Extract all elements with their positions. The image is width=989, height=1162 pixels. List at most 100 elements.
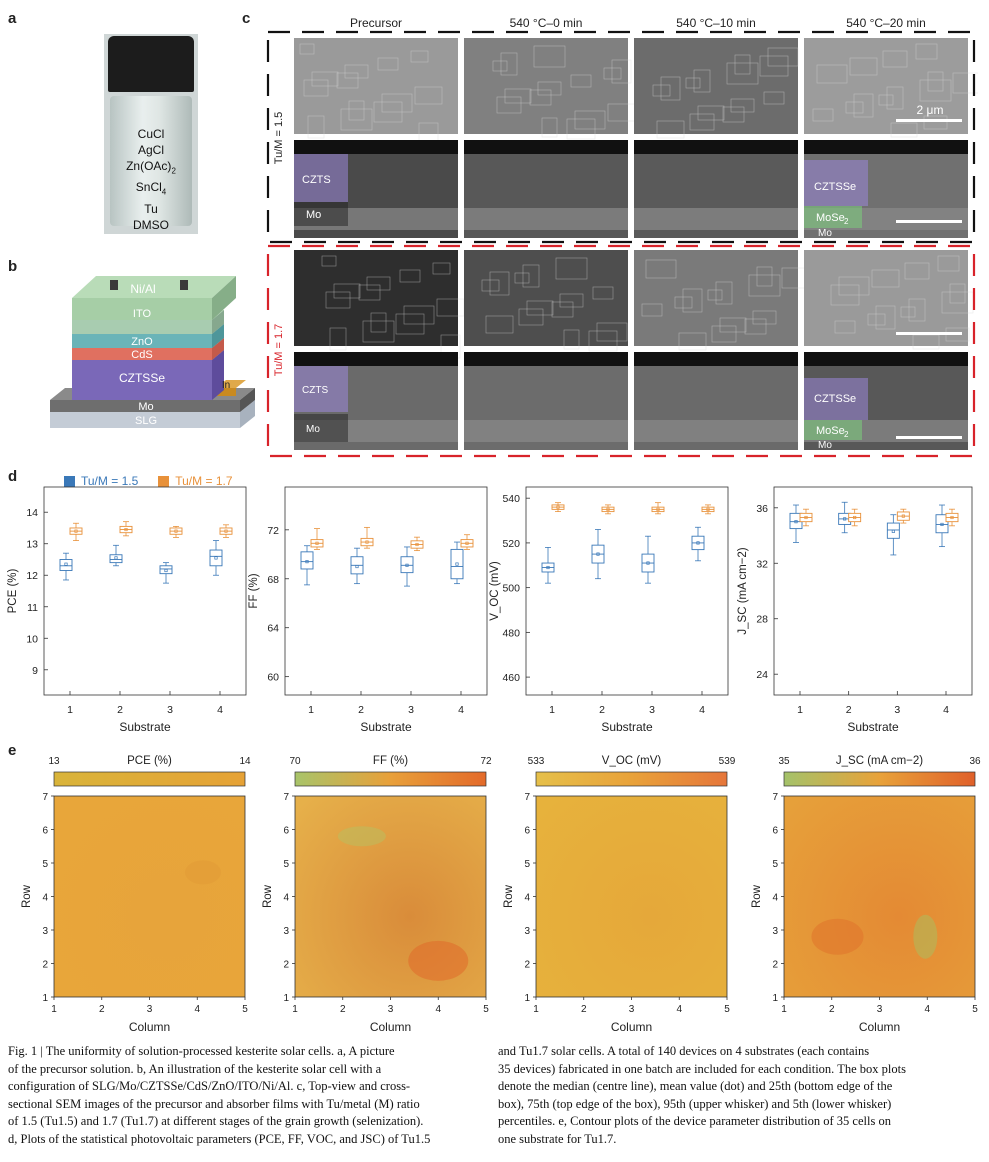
sem-grain bbox=[348, 100, 365, 121]
mo-label-3: Mo bbox=[306, 424, 320, 435]
x-tick-label: 1 bbox=[67, 704, 73, 716]
iqr-box bbox=[400, 556, 414, 574]
sem-image-background bbox=[464, 352, 628, 366]
sem-grain bbox=[541, 117, 558, 138]
precursor-item: AgCl bbox=[137, 143, 164, 157]
colorbar-max-label: 72 bbox=[480, 756, 492, 767]
mean-dot bbox=[794, 520, 798, 524]
sem-image bbox=[804, 38, 968, 134]
sem-grain bbox=[333, 283, 361, 299]
y-tick-label: 500 bbox=[502, 583, 520, 595]
layer-label-in: In bbox=[222, 380, 230, 391]
sem-grain bbox=[504, 88, 532, 104]
sem-image-background bbox=[804, 352, 968, 366]
panel-label-c: c bbox=[242, 10, 251, 27]
sem-column-header: 540 °C–10 min bbox=[676, 16, 756, 30]
y-tick-label: 1 bbox=[524, 993, 530, 1004]
layer-label-zno: ZnO bbox=[131, 336, 153, 348]
layer-ni-al bbox=[72, 298, 212, 320]
precursor-item: CuCl bbox=[137, 127, 165, 141]
mean-dot bbox=[546, 565, 550, 570]
sem-image-background bbox=[804, 140, 968, 154]
sem-image-background bbox=[464, 140, 628, 154]
panel-label-d: d bbox=[8, 468, 18, 485]
mean-dot bbox=[853, 515, 857, 520]
sem-grain bbox=[915, 43, 938, 60]
row-label-tu17: Tu/M = 1.7 bbox=[273, 324, 285, 376]
sem-column-header: 540 °C–20 min bbox=[846, 16, 926, 30]
sem-grain bbox=[849, 57, 878, 76]
caption-line: of the precursor solution. b, An illustr… bbox=[8, 1061, 382, 1076]
colorbar-title: V_OC (mV) bbox=[602, 755, 662, 767]
caption-line: configuration of SLG/Mo/CZTSSe/CdS/ZnO/I… bbox=[8, 1079, 411, 1093]
sem-grain bbox=[919, 79, 952, 102]
row-label-tu15: Tu/M = 1.5 bbox=[273, 112, 285, 164]
sem-grain bbox=[555, 257, 588, 280]
sem-grain bbox=[370, 312, 387, 333]
layer-cds bbox=[72, 348, 212, 360]
sem-grain bbox=[949, 283, 966, 304]
x-axis-label: Column bbox=[859, 1020, 900, 1034]
sem-substrate-band bbox=[634, 420, 798, 442]
sem-grain bbox=[711, 325, 737, 343]
sem-grain bbox=[689, 113, 715, 131]
sem-image-background bbox=[634, 352, 798, 366]
sem-grain bbox=[299, 43, 315, 55]
scale-bar bbox=[896, 119, 962, 122]
mean-dot bbox=[696, 541, 700, 545]
mean-dot bbox=[606, 507, 610, 511]
colorbar bbox=[53, 771, 246, 787]
caption-line: denote the median (centre line), mean va… bbox=[498, 1079, 893, 1093]
iqr-box bbox=[886, 522, 900, 539]
mean-dot bbox=[124, 527, 128, 532]
iqr-box bbox=[159, 565, 173, 575]
y-tick-label: 12 bbox=[26, 570, 38, 582]
y-axis-label: Row bbox=[21, 884, 33, 908]
mean-dot bbox=[174, 529, 178, 533]
scale-bar bbox=[896, 220, 962, 223]
y-axis-label: Row bbox=[751, 884, 763, 908]
sem-grain bbox=[908, 298, 926, 322]
caption-line: sectional SEM images of the precursor an… bbox=[8, 1096, 420, 1111]
box-plot-frame bbox=[284, 486, 488, 696]
sem-grain bbox=[303, 79, 329, 97]
colorbar-title: FF (%) bbox=[373, 755, 408, 767]
x-tick-label: 4 bbox=[458, 704, 464, 716]
mean-dot bbox=[556, 505, 560, 509]
x-tick-label: 4 bbox=[194, 1004, 200, 1015]
sem-grain bbox=[526, 300, 554, 316]
panel-label-a: a bbox=[8, 10, 17, 27]
sem-grain bbox=[707, 289, 723, 301]
x-tick-label: 3 bbox=[629, 1004, 635, 1015]
colorbar-min-label: 13 bbox=[48, 756, 60, 767]
sem-grain bbox=[645, 259, 677, 279]
caption-line: 35 devices) fabricated in one batch are … bbox=[498, 1061, 906, 1076]
mean-dot bbox=[940, 522, 944, 526]
sem-image-background bbox=[294, 140, 458, 154]
precursor-item: DMSO bbox=[133, 217, 169, 232]
colorbar-max-label: 539 bbox=[719, 756, 736, 767]
iqr-box bbox=[209, 549, 223, 567]
sem-grain bbox=[656, 120, 685, 139]
vial-glass bbox=[110, 96, 192, 226]
iqr-box bbox=[59, 559, 73, 571]
sem-grain bbox=[574, 110, 606, 130]
sem-grain bbox=[481, 279, 500, 292]
contour-coldspot bbox=[337, 826, 386, 847]
sem-grain bbox=[748, 274, 781, 297]
layer-label-slg: SLG bbox=[135, 415, 157, 427]
sem-image-background bbox=[294, 352, 458, 366]
sem-substrate-band bbox=[634, 208, 798, 230]
sem-grain bbox=[336, 72, 359, 89]
sem-grain bbox=[900, 306, 916, 318]
y-tick-label: 2 bbox=[772, 960, 778, 971]
sem-grain bbox=[730, 98, 755, 113]
box-plot-frame bbox=[773, 486, 973, 696]
precursor-item: Zn(OAc)2 bbox=[126, 159, 176, 176]
x-tick-label: 1 bbox=[308, 704, 314, 716]
x-axis-label: Column bbox=[370, 1020, 411, 1034]
sem-grain bbox=[329, 327, 347, 351]
sem-grain bbox=[834, 320, 856, 334]
layer-label-cds: CdS bbox=[131, 349, 152, 361]
sem-grain bbox=[752, 310, 777, 325]
